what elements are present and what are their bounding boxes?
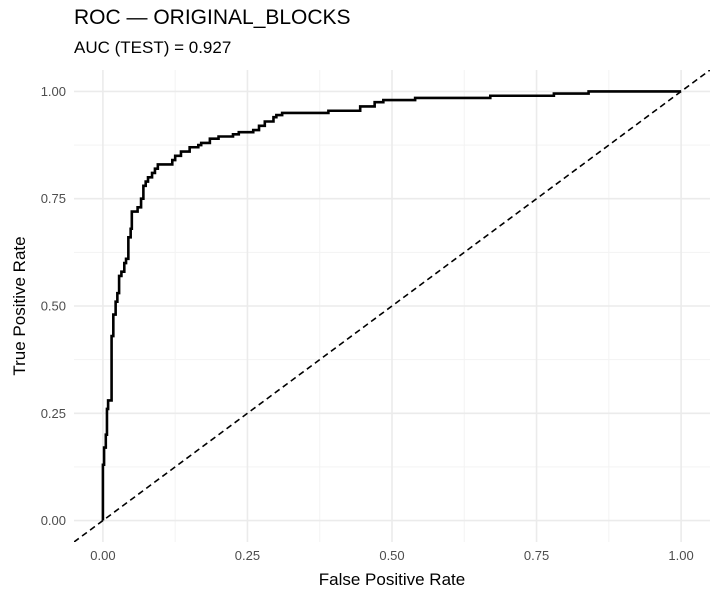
x-axis-ticks: 0.00 0.25 0.50 0.75 1.00	[90, 548, 693, 563]
x-tick-label: 0.75	[524, 548, 549, 563]
y-tick-label: 0.25	[41, 406, 66, 421]
y-tick-label: 0.00	[41, 513, 66, 528]
x-tick-label: 0.00	[90, 548, 115, 563]
y-axis-label: True Positive Rate	[10, 236, 29, 375]
grid	[74, 70, 710, 542]
roc-curve-line	[101, 90, 682, 521]
chart-subtitle: AUC (TEST) = 0.927	[74, 38, 232, 57]
chance-diagonal-line	[74, 70, 710, 542]
chart-title: ROC — ORIGINAL_BLOCKS	[74, 6, 351, 29]
x-tick-label: 0.50	[379, 548, 404, 563]
x-tick-label: 1.00	[668, 548, 693, 563]
x-axis-label: False Positive Rate	[319, 570, 465, 589]
series-layer	[74, 70, 710, 542]
y-tick-label: 0.75	[41, 191, 66, 206]
y-tick-label: 0.50	[41, 299, 66, 314]
y-tick-label: 1.00	[41, 84, 66, 99]
x-tick-label: 0.25	[235, 548, 260, 563]
y-axis-ticks: 0.00 0.25 0.50 0.75 1.00	[41, 84, 66, 528]
